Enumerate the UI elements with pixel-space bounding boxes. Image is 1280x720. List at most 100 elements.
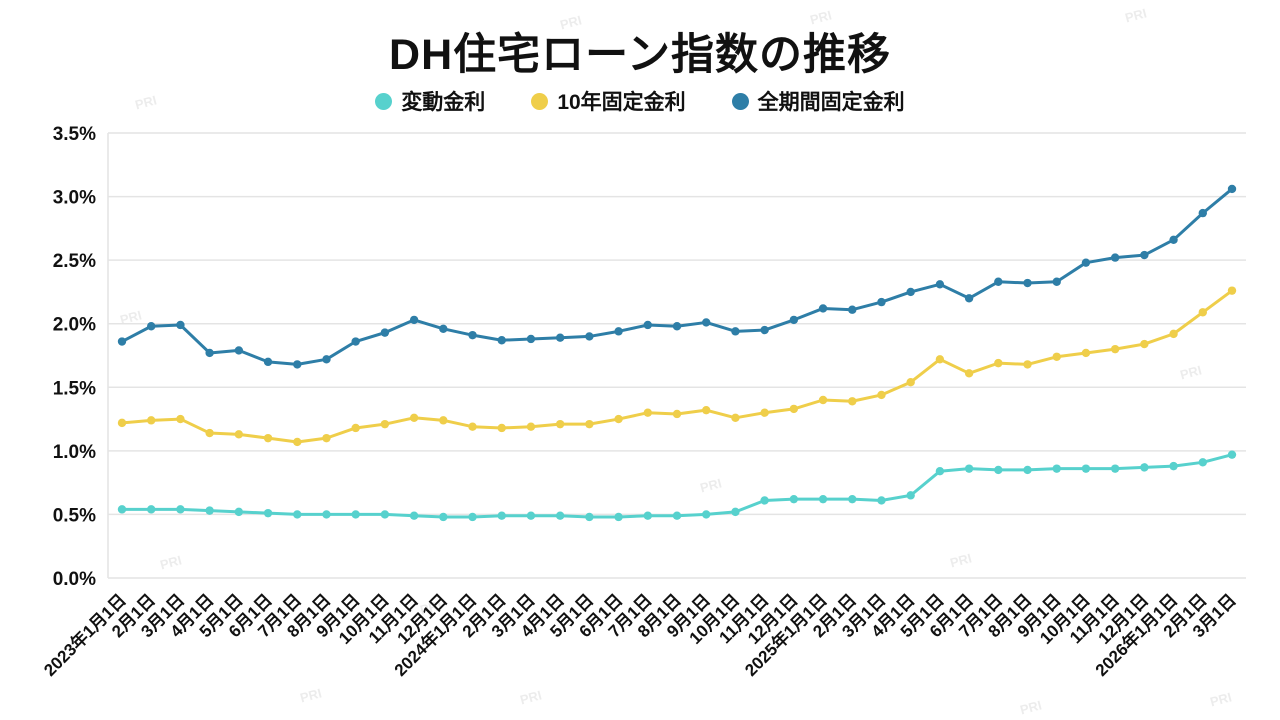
y-axis-tick-label: 3.5%: [53, 124, 96, 145]
data-point: [848, 397, 857, 406]
data-point: [585, 332, 594, 341]
legend-label: 10年固定金利: [557, 91, 686, 114]
data-point: [555, 333, 565, 342]
legend-item-1: 10年固定金利: [531, 86, 686, 116]
chart-legend: 変動金利 10年固定金利 全期間固定金利: [0, 86, 1280, 116]
data-point: [906, 491, 915, 500]
data-point: [147, 416, 156, 425]
data-point: [117, 418, 127, 428]
data-point: [205, 506, 214, 515]
data-point: [293, 437, 302, 447]
series-line-0: [120, 453, 1234, 519]
y-axis-tick-label: 2.0%: [53, 315, 96, 336]
legend-item-0: 変動金利: [375, 86, 485, 116]
data-point: [439, 416, 448, 425]
data-point: [935, 467, 945, 476]
data-point: [1227, 450, 1237, 459]
data-point: [1198, 208, 1207, 218]
data-point: [643, 320, 652, 330]
data-point: [848, 305, 857, 314]
data-point: [1140, 463, 1149, 472]
data-point: [409, 315, 419, 325]
data-point: [1110, 344, 1120, 354]
data-point: [526, 422, 536, 431]
data-point: [409, 511, 419, 520]
data-point: [1023, 360, 1032, 369]
data-point: [672, 409, 682, 419]
data-point: [702, 510, 711, 519]
data-point: [818, 395, 828, 405]
data-point: [585, 512, 594, 522]
data-point: [964, 369, 974, 378]
data-point: [818, 304, 828, 313]
data-point: [614, 327, 623, 336]
data-point: [731, 507, 740, 517]
data-point: [994, 277, 1003, 286]
data-point: [789, 315, 799, 325]
data-point: [1081, 258, 1091, 267]
data-point: [994, 358, 1003, 368]
y-axis-tick-label: 0.5%: [53, 505, 96, 526]
data-point: [1140, 339, 1149, 349]
data-point: [147, 322, 156, 331]
chart-title: DH住宅ローン指数の推移: [389, 31, 891, 79]
data-point: [293, 360, 302, 369]
data-point: [1023, 465, 1032, 475]
data-point: [351, 423, 360, 433]
data-point: [468, 422, 477, 431]
data-point: [935, 280, 945, 289]
data-point: [234, 346, 244, 355]
data-point: [176, 320, 185, 330]
data-point: [468, 330, 477, 340]
data-point: [351, 510, 360, 519]
data-point: [643, 408, 652, 417]
data-point: [877, 496, 886, 505]
data-point: [1227, 184, 1237, 194]
data-point: [117, 337, 127, 346]
data-point: [789, 404, 799, 414]
data-point: [322, 355, 331, 364]
data-point: [935, 355, 945, 364]
data-point: [555, 511, 565, 520]
legend-swatch-icon: [731, 92, 749, 110]
data-point: [614, 414, 623, 424]
data-point: [1110, 464, 1120, 473]
data-point: [263, 508, 273, 518]
legend-swatch-icon: [375, 92, 393, 110]
data-point: [760, 408, 769, 417]
data-point: [877, 297, 886, 307]
data-point: [731, 327, 740, 336]
data-point: [176, 414, 185, 424]
data-point: [380, 510, 390, 519]
data-point: [702, 405, 711, 415]
data-point: [1198, 308, 1207, 317]
data-point: [1169, 329, 1178, 339]
series-line-2: [120, 187, 1234, 366]
legend-label: 全期間固定金利: [757, 91, 905, 114]
data-point: [906, 378, 915, 387]
legend-swatch-icon: [531, 92, 549, 110]
data-point: [672, 511, 682, 520]
data-point: [380, 419, 390, 429]
legend-label: 変動金利: [401, 91, 486, 114]
data-point: [555, 419, 565, 429]
data-point: [1169, 461, 1178, 471]
data-point: [409, 413, 419, 422]
data-point: [497, 511, 506, 520]
legend-item-2: 全期間固定金利: [731, 86, 905, 116]
y-axis-tick-label: 2.5%: [53, 251, 96, 272]
data-point: [234, 430, 244, 439]
data-point: [818, 494, 828, 504]
series-line-1: [120, 289, 1234, 444]
data-point: [848, 494, 857, 504]
data-point: [1023, 278, 1032, 288]
data-point: [468, 512, 477, 522]
data-point: [526, 334, 536, 344]
data-point: [1081, 348, 1091, 358]
data-point: [322, 433, 331, 443]
data-point: [205, 428, 214, 438]
y-axis-tick-label: 3.0%: [53, 188, 96, 209]
data-point: [1052, 352, 1061, 361]
data-point: [585, 419, 594, 429]
